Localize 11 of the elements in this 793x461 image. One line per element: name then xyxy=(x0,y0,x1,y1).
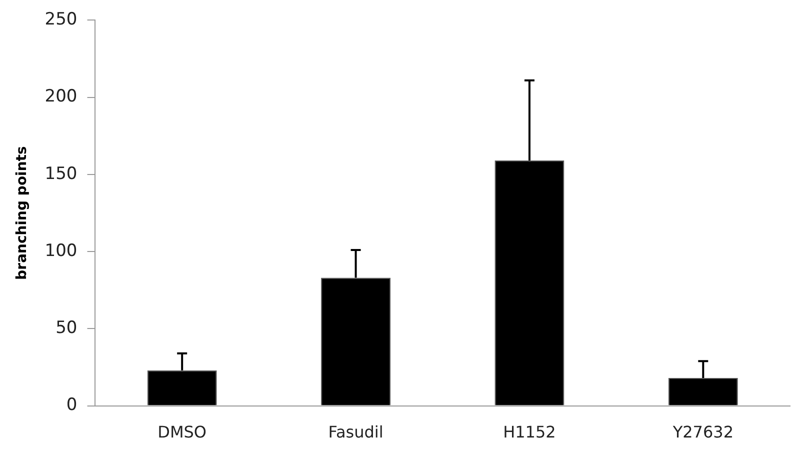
x-tick-label: Y27632 xyxy=(672,422,734,442)
y-tick-label: 250 xyxy=(44,10,78,30)
y-tick-label: 100 xyxy=(44,240,78,261)
y-tick-label: 0 xyxy=(66,395,78,416)
x-tick-label: H1152 xyxy=(503,422,556,442)
x-tick-label: Fasudil xyxy=(328,422,384,442)
y-tick-label: 200 xyxy=(44,86,78,107)
y-tick-label: 50 xyxy=(56,318,78,338)
x-tick-label: DMSO xyxy=(158,422,207,442)
y-tick-label: 150 xyxy=(44,164,78,184)
y-axis-title: branching points xyxy=(14,146,30,280)
